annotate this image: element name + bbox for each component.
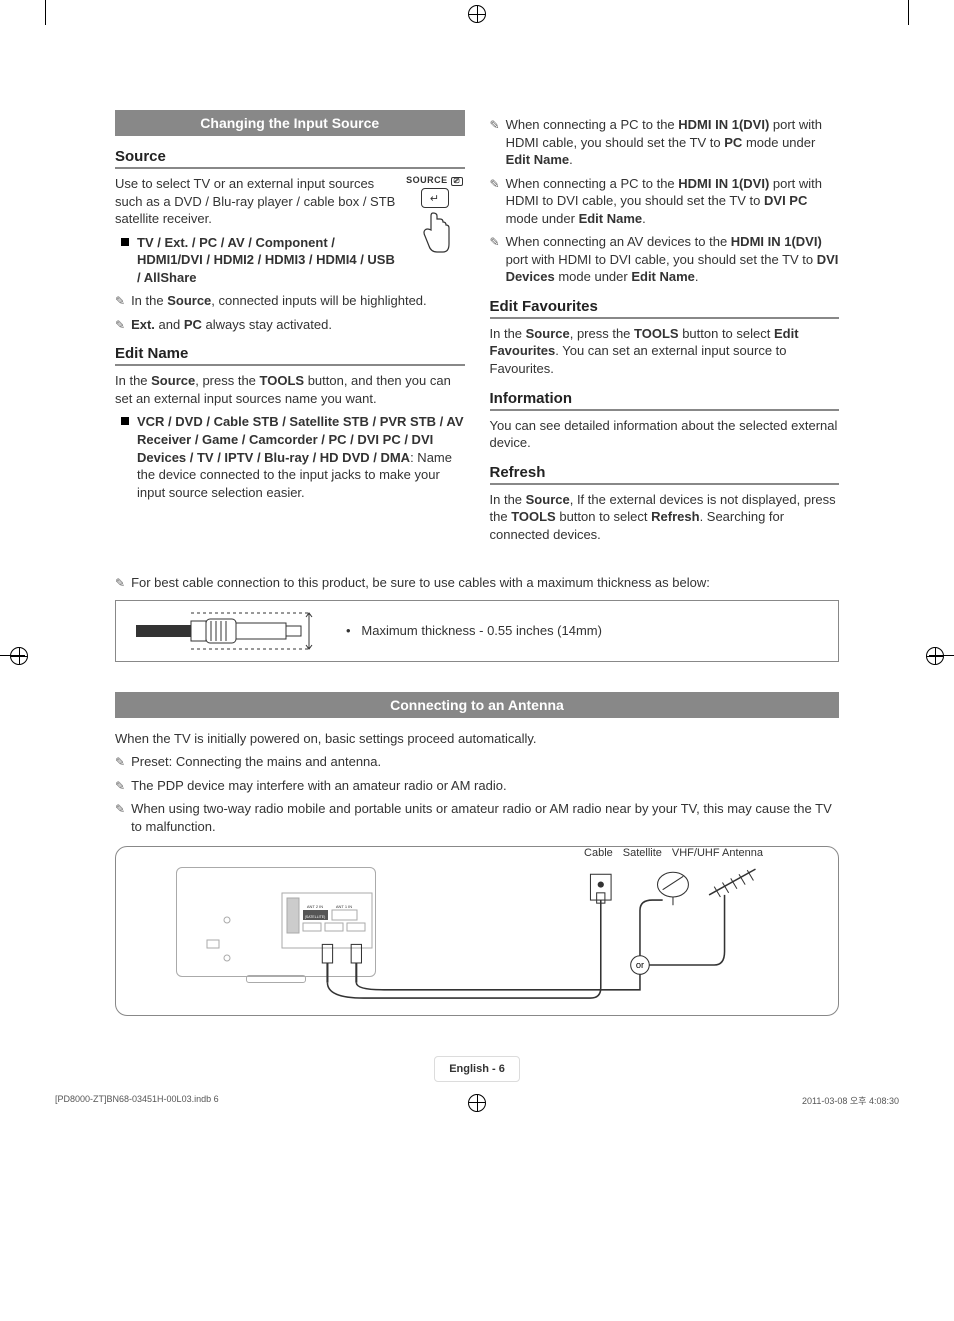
subhead-editfav: Edit Favourites — [490, 298, 840, 319]
right-column: ✎ When connecting a PC to the HDMI IN 1(… — [490, 110, 840, 549]
antenna-diagram: Cable Satellite VHF/UHF Antenna ANT 2 IN… — [115, 846, 839, 1016]
source-label: SOURCE ⎚ — [405, 175, 465, 186]
square-bullet-icon — [121, 417, 129, 425]
note-icon: ✎ — [115, 317, 125, 333]
subhead-info: Information — [490, 390, 840, 411]
note-hdmi-dvipc: ✎ When connecting a PC to the HDMI IN 1(… — [490, 175, 840, 228]
note-ext-pc: ✎ Ext. and PC always stay activated. — [115, 316, 465, 334]
source-options-text: TV / Ext. / PC / AV / Component / HDMI1/… — [137, 234, 397, 287]
info-text: You can see detailed information about t… — [490, 417, 840, 452]
page-footer: English - 6 — [434, 1056, 520, 1082]
note-icon: ✎ — [115, 754, 125, 770]
svg-text:ANT 1 IN: ANT 1 IN — [336, 904, 352, 909]
note-icon: ✎ — [490, 176, 500, 192]
cable-bullet: • Maximum thickness - 0.55 inches (14mm) — [346, 623, 602, 638]
note-icon: ✎ — [115, 801, 125, 817]
note-icon: ✎ — [490, 117, 500, 133]
refresh-text: In the Source, If the external devices i… — [490, 491, 840, 544]
cable-connector-illustration — [136, 611, 316, 651]
note-preset: ✎ Preset: Connecting the mains and anten… — [115, 753, 839, 771]
note-hdmi-dvidev: ✎ When connecting an AV devices to the H… — [490, 233, 840, 286]
cable-thickness-box: • Maximum thickness - 0.55 inches (14mm) — [115, 600, 839, 662]
source-button-icon: ↵ — [421, 188, 449, 208]
square-bullet-icon — [121, 238, 129, 246]
print-filename: [PD8000-ZT]BN68-03451H-00L03.indb 6 — [55, 1094, 219, 1107]
antenna-source-labels: Cable Satellite VHF/UHF Antenna — [584, 847, 763, 859]
note-cable-thickness: ✎ For best cable connection to this prod… — [115, 574, 839, 592]
two-column-layout: Changing the Input Source Source SOURCE … — [115, 110, 839, 549]
editname-options: VCR / DVD / Cable STB / Satellite STB / … — [121, 413, 465, 501]
note-pdp: ✎ The PDP device may interfere with an a… — [115, 777, 839, 795]
svg-text:ANT 2 IN: ANT 2 IN — [307, 904, 323, 909]
print-timestamp: 2011-03-08 오후 4:08:30 — [802, 1094, 899, 1107]
note-icon: ✎ — [115, 293, 125, 309]
section-heading-source: Changing the Input Source — [115, 110, 465, 136]
editfav-text: In the Source, press the TOOLS button to… — [490, 325, 840, 378]
or-label: or — [636, 960, 644, 970]
subhead-refresh: Refresh — [490, 464, 840, 485]
subhead-editname: Edit Name — [115, 345, 465, 366]
editname-intro: In the Source, press the TOOLS button, a… — [115, 372, 465, 407]
tv-stand — [246, 975, 306, 983]
note-hdmi-pc: ✎ When connecting a PC to the HDMI IN 1(… — [490, 116, 840, 169]
svg-text:(SATELLITE): (SATELLITE) — [305, 915, 326, 919]
source-button-illustration: SOURCE ⎚ ↵ — [405, 175, 465, 258]
note-twoway: ✎ When using two-way radio mobile and po… — [115, 800, 839, 835]
section-heading-antenna: Connecting to an Antenna — [115, 692, 839, 718]
note-icon: ✎ — [115, 575, 125, 591]
antenna-intro: When the TV is initially powered on, bas… — [115, 730, 839, 748]
manual-page: Changing the Input Source Source SOURCE … — [0, 0, 954, 1142]
note-icon: ✎ — [490, 234, 500, 250]
tv-back-illustration: ANT 2 IN ANT 1 IN (SATELLITE) — [176, 867, 376, 977]
note-source-highlight: ✎ In the Source, connected inputs will b… — [115, 292, 465, 310]
left-column: Changing the Input Source Source SOURCE … — [115, 110, 465, 549]
hand-pointer-icon — [415, 208, 455, 258]
note-icon: ✎ — [115, 778, 125, 794]
subhead-source: Source — [115, 148, 465, 169]
source-options: TV / Ext. / PC / AV / Component / HDMI1/… — [121, 234, 397, 287]
print-metadata: [PD8000-ZT]BN68-03451H-00L03.indb 6 2011… — [55, 1094, 899, 1107]
